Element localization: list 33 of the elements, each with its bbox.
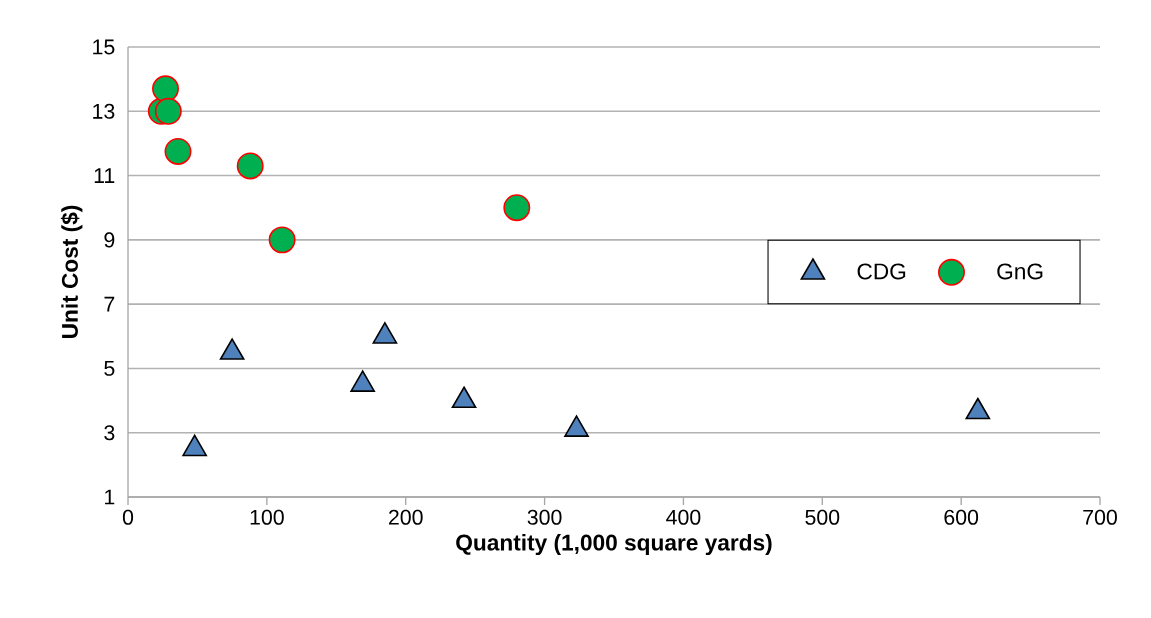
y-tick-label: 5 bbox=[104, 360, 115, 376]
y-tick-label: 11 bbox=[94, 168, 115, 183]
x-tick-label: 400 bbox=[666, 509, 701, 525]
point bbox=[965, 397, 991, 420]
point bbox=[372, 322, 398, 344]
y-tick-label: 1 bbox=[105, 489, 115, 505]
point bbox=[503, 194, 531, 222]
x-tick-label: 500 bbox=[805, 509, 840, 525]
x-tick-label: 700 bbox=[1083, 509, 1117, 525]
x-tick-label: 200 bbox=[388, 509, 423, 525]
point bbox=[219, 338, 245, 360]
point bbox=[236, 152, 264, 180]
point bbox=[268, 226, 296, 254]
point bbox=[152, 75, 179, 103]
point bbox=[164, 137, 192, 165]
y-tick-label: 15 bbox=[93, 39, 115, 55]
point bbox=[564, 415, 589, 437]
y-tick-label: 7 bbox=[104, 296, 115, 312]
x-tick-label: 300 bbox=[527, 509, 562, 525]
point bbox=[350, 370, 376, 392]
x-axis-title: Quantity (1,000 square yards) bbox=[456, 533, 772, 556]
x-tick-label: 100 bbox=[250, 509, 284, 525]
point bbox=[451, 386, 477, 409]
legend-label: GnG bbox=[997, 263, 1043, 280]
legend-label: CDG bbox=[857, 263, 906, 280]
x-tick-label: 600 bbox=[944, 509, 979, 525]
x-tick-label: 0 bbox=[122, 509, 134, 525]
point bbox=[182, 434, 207, 457]
y-axis-title: Unit Cost ($) bbox=[60, 205, 83, 338]
point bbox=[154, 97, 182, 125]
y-tick-label: 3 bbox=[104, 425, 115, 441]
y-tick-label: 13 bbox=[93, 103, 115, 119]
y-tick-label: 9 bbox=[104, 232, 115, 248]
